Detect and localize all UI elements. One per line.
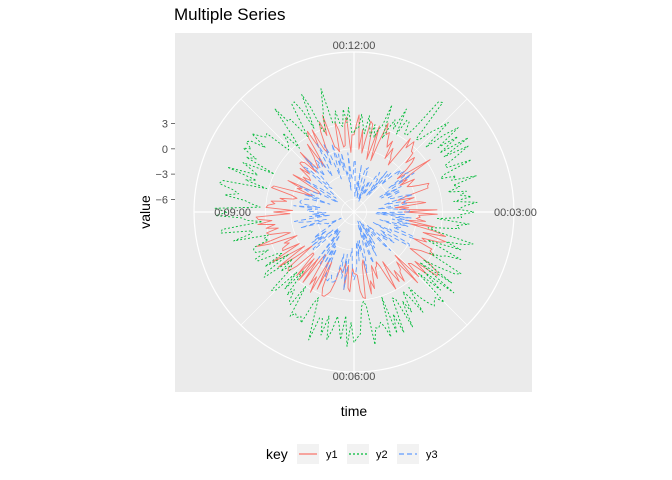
- y-tick-label-2: −3: [155, 169, 168, 181]
- legend-title: key: [266, 446, 288, 462]
- series-line-y2: [214, 88, 478, 347]
- grid-spoke-minor-1: [353, 211, 468, 326]
- y-axis-title: value: [137, 195, 153, 229]
- legend-label-y1: y1: [326, 449, 338, 461]
- x-axis-title: time: [341, 403, 368, 419]
- y-tick-label-3: −6: [155, 194, 168, 206]
- legend-label-y3: y3: [426, 449, 438, 461]
- legend: key y1 y2 y3: [266, 444, 438, 464]
- series-layer: [214, 88, 478, 347]
- x-tick-label-2: 00:06:00: [333, 371, 376, 383]
- grid-spoke-minor-3: [240, 98, 355, 213]
- legend-label-y2: y2: [376, 449, 388, 461]
- grid-spoke-minor-0: [353, 98, 468, 213]
- x-tick-label-1: 00:03:00: [494, 207, 537, 219]
- x-tick-label-0: 00:12:00: [333, 40, 376, 52]
- x-tick-label-3: 0:09:00: [214, 207, 251, 219]
- series-line-y1: [255, 114, 447, 299]
- y-tick-label-1: 0: [162, 144, 168, 156]
- tick-layer: 00:12:00 00:03:00 00:06:00 0:09:00 3 0 −3 −6: [155, 40, 536, 383]
- y-tick-label-0: 3: [162, 119, 168, 131]
- chart-title: Multiple Series: [174, 5, 286, 24]
- series-line-y3: [293, 143, 415, 291]
